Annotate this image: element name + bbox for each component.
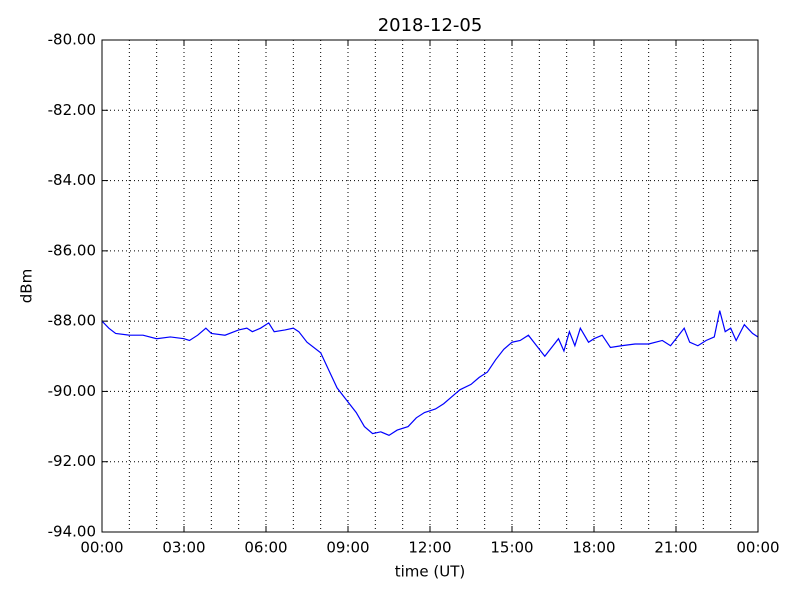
- x-tick-label: 18:00: [572, 539, 615, 557]
- y-tick-label: -86.00: [48, 241, 96, 259]
- x-tick-label: 09:00: [326, 539, 369, 557]
- x-tick-label: 06:00: [244, 539, 287, 557]
- y-tick-label: -88.00: [48, 312, 96, 330]
- plot-frame: [101, 39, 759, 533]
- data-line: [101, 310, 759, 437]
- y-tick-label: -80.00: [48, 31, 96, 49]
- y-tick-label: -92.00: [48, 452, 96, 470]
- x-axis-label: time (UT): [395, 563, 466, 581]
- x-tick-label: 00:00: [80, 539, 123, 557]
- x-tick-label: 12:00: [408, 539, 451, 557]
- x-tick-label: 21:00: [654, 539, 697, 557]
- x-tick-label: 00:00: [736, 539, 779, 557]
- chart-title: 2018-12-05: [378, 15, 483, 36]
- x-tick-label: 15:00: [490, 539, 533, 557]
- y-tick-label: -84.00: [48, 171, 96, 189]
- y-tick-label: -90.00: [48, 382, 96, 400]
- y-axis-label: dBm: [18, 269, 36, 303]
- y-tick-label: -94.00: [48, 523, 96, 541]
- x-tick-label: 03:00: [162, 539, 205, 557]
- y-tick-label: -82.00: [48, 101, 96, 119]
